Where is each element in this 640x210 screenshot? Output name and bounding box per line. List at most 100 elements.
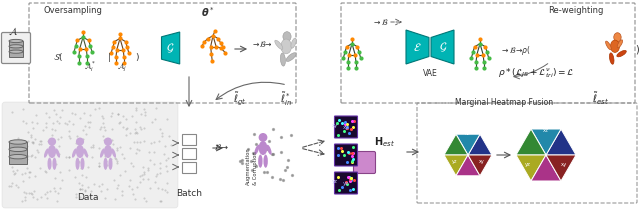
Point (108, 142, 118, 145)
Point (250, 142, 260, 146)
Point (159, 152, 170, 156)
Ellipse shape (111, 148, 116, 158)
Point (115, 173, 125, 177)
Text: $)$: $)$ (135, 51, 140, 63)
Point (131, 132, 141, 135)
Point (24, 171, 35, 174)
Ellipse shape (258, 155, 262, 168)
Point (42, 190, 52, 194)
Point (20, 171, 31, 175)
Text: xy: xy (479, 159, 485, 164)
Point (36, 195, 46, 198)
Point (20, 192, 31, 195)
Point (116, 194, 127, 197)
Point (278, 178, 288, 181)
Text: xz: xz (543, 128, 549, 133)
Text: $\mathcal{G}$: $\mathcal{G}$ (439, 40, 447, 54)
Point (35, 166, 45, 170)
Point (45, 189, 55, 193)
Point (107, 138, 117, 142)
Point (11, 184, 21, 187)
Point (113, 112, 123, 116)
Ellipse shape (72, 148, 77, 158)
Ellipse shape (9, 50, 23, 53)
Point (70, 193, 81, 196)
Point (19, 179, 29, 182)
Point (85, 114, 95, 117)
Point (106, 111, 116, 114)
Point (5, 151, 15, 155)
Point (117, 189, 127, 192)
Point (112, 148, 122, 152)
Point (120, 118, 131, 121)
Point (127, 187, 138, 190)
Point (149, 150, 159, 153)
Bar (182, 148, 196, 159)
Text: Data: Data (77, 193, 99, 202)
Point (7, 110, 17, 114)
Point (267, 175, 277, 178)
Text: $\mathbf{H}_{est}$: $\mathbf{H}_{est}$ (374, 135, 395, 149)
Point (6, 185, 16, 188)
Point (20, 147, 31, 150)
Point (162, 190, 172, 193)
Point (76, 166, 86, 169)
Point (22, 157, 33, 161)
Point (47, 127, 57, 130)
Point (46, 147, 56, 151)
Point (243, 147, 253, 151)
Point (67, 153, 77, 156)
Ellipse shape (617, 50, 627, 57)
Point (50, 176, 60, 180)
Polygon shape (161, 32, 180, 64)
Point (93, 184, 104, 187)
Point (157, 134, 167, 138)
FancyBboxPatch shape (353, 151, 376, 173)
Point (115, 120, 125, 124)
Point (132, 140, 142, 144)
Point (130, 127, 140, 130)
Point (138, 196, 148, 200)
Point (52, 137, 63, 140)
Point (19, 190, 29, 194)
Point (99, 139, 109, 142)
Point (28, 126, 38, 130)
Ellipse shape (52, 158, 56, 170)
Point (62, 123, 72, 126)
Point (71, 196, 81, 199)
Point (138, 166, 148, 169)
Point (29, 189, 40, 193)
Point (122, 127, 132, 130)
Text: xy: xy (332, 123, 339, 128)
Point (85, 120, 95, 124)
Ellipse shape (254, 145, 259, 155)
Point (131, 121, 141, 124)
Point (156, 199, 166, 203)
Ellipse shape (100, 148, 104, 158)
Point (50, 189, 60, 192)
Ellipse shape (76, 158, 79, 170)
Text: $\rho * (\mathcal{L}_{JS} + \mathcal{L}_{tri}^{\nu}) = \mathcal{L}$: $\rho * (\mathcal{L}_{JS} + \mathcal{L}_… (498, 66, 575, 80)
Point (41, 171, 51, 174)
Point (89, 182, 99, 186)
Point (149, 180, 159, 183)
Point (98, 116, 108, 119)
Point (26, 153, 36, 156)
Point (111, 157, 121, 161)
Point (24, 191, 35, 195)
Text: yz: yz (525, 162, 531, 167)
Point (139, 171, 149, 174)
Text: $\mathcal{A}_j$: $\mathcal{A}_j$ (117, 62, 127, 75)
Point (143, 178, 154, 181)
Point (139, 172, 149, 176)
Ellipse shape (617, 40, 623, 48)
Point (80, 188, 90, 191)
Point (33, 150, 43, 154)
Point (125, 162, 136, 165)
Point (71, 141, 81, 144)
Point (13, 136, 24, 139)
FancyBboxPatch shape (1, 33, 31, 63)
Point (32, 198, 42, 201)
Point (26, 140, 36, 144)
Point (161, 181, 172, 185)
